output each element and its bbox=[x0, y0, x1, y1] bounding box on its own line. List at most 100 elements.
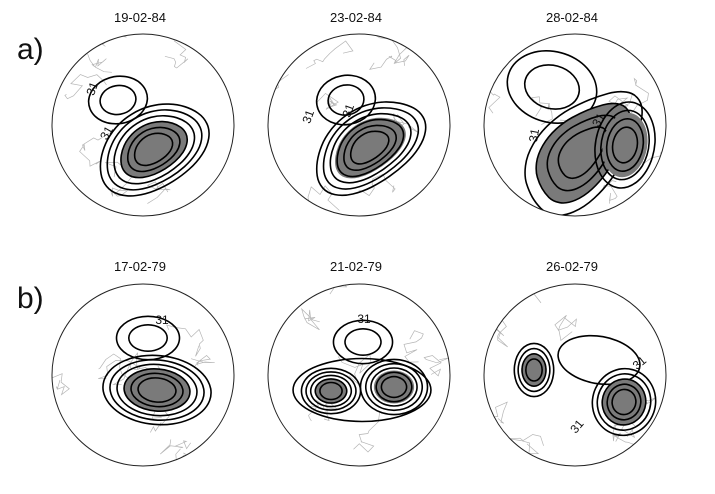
contour-line bbox=[557, 126, 608, 180]
shaded-region bbox=[601, 378, 647, 426]
map-frame bbox=[51, 283, 235, 467]
shaded-region bbox=[536, 103, 631, 203]
contour-line bbox=[130, 372, 184, 408]
contour-line bbox=[120, 120, 189, 179]
contour-line bbox=[375, 371, 413, 403]
contour-line bbox=[596, 373, 652, 431]
contour-line bbox=[305, 371, 357, 411]
map-frame bbox=[51, 33, 235, 217]
coastline bbox=[353, 411, 381, 453]
coastline bbox=[369, 46, 408, 70]
contour-line bbox=[327, 84, 365, 116]
coastline bbox=[308, 398, 339, 422]
contour-line bbox=[611, 126, 639, 164]
contour-label: 31 bbox=[357, 312, 371, 326]
contour-line bbox=[102, 354, 212, 426]
coastline bbox=[316, 92, 339, 111]
shaded-region bbox=[602, 112, 648, 178]
contour-line bbox=[314, 378, 348, 404]
coastline bbox=[79, 133, 109, 167]
contour-line bbox=[606, 383, 642, 421]
coastline bbox=[268, 74, 289, 95]
contour-line bbox=[133, 132, 174, 167]
contour-line bbox=[315, 74, 377, 126]
contour-line bbox=[115, 315, 181, 361]
coastline bbox=[493, 318, 508, 348]
map-a2: 31 31 bbox=[267, 33, 451, 217]
shaded-region bbox=[123, 368, 191, 412]
contour-line bbox=[611, 388, 637, 416]
contour-line bbox=[513, 342, 555, 398]
contour-line bbox=[336, 118, 405, 178]
map-title-a3: 28-02-84 bbox=[545, 10, 599, 25]
contour-line bbox=[523, 64, 581, 110]
contour-label: 31 bbox=[97, 123, 116, 142]
contour-line bbox=[605, 117, 645, 173]
contour-line bbox=[300, 367, 362, 415]
contour-label: 31 bbox=[83, 80, 101, 98]
contour-line bbox=[600, 109, 650, 181]
map-frame bbox=[483, 33, 667, 217]
contour-line bbox=[557, 334, 641, 386]
contour-line bbox=[380, 375, 408, 399]
contour-label: 31 bbox=[589, 110, 608, 129]
contour-line bbox=[332, 319, 394, 365]
contour-line bbox=[594, 101, 656, 189]
map-a3: 31 31 bbox=[483, 33, 667, 217]
coastline bbox=[365, 34, 410, 66]
contour-line bbox=[315, 101, 427, 197]
contour-line bbox=[329, 112, 412, 184]
contour-line bbox=[116, 363, 198, 417]
contour-label: 31 bbox=[299, 108, 317, 126]
contour-label: 31 bbox=[339, 102, 357, 120]
map-frame bbox=[267, 33, 451, 217]
row-label-a: a) bbox=[17, 33, 44, 66]
coastline bbox=[608, 90, 634, 109]
coastline bbox=[269, 205, 301, 216]
coastline bbox=[64, 74, 107, 100]
coastline bbox=[164, 40, 189, 69]
contour-line bbox=[525, 358, 543, 382]
coastline bbox=[159, 439, 191, 455]
contour-line bbox=[517, 347, 551, 393]
map-title-b1: 17-02-79 bbox=[113, 259, 167, 274]
contour-line bbox=[113, 114, 196, 185]
contour-line bbox=[344, 327, 382, 357]
row-label-b: b) bbox=[17, 282, 44, 315]
contour-line bbox=[322, 107, 420, 190]
coastline bbox=[484, 401, 508, 424]
coastline bbox=[403, 330, 424, 363]
map-title-b2: 21-02-79 bbox=[329, 259, 383, 274]
contour-line bbox=[137, 377, 177, 403]
coastline bbox=[423, 355, 450, 377]
contour-line bbox=[591, 367, 657, 437]
contour-line bbox=[309, 374, 353, 408]
map-title-a1: 19-02-84 bbox=[113, 10, 167, 25]
contour-line bbox=[506, 49, 598, 125]
contour-label: 31 bbox=[526, 127, 542, 143]
coastline bbox=[268, 438, 296, 466]
coastline bbox=[87, 53, 112, 73]
shaded-region bbox=[335, 117, 406, 179]
map-frame bbox=[483, 283, 667, 467]
map-a1: 31 31 bbox=[51, 33, 235, 217]
map-b1: 31 bbox=[51, 283, 235, 467]
contour-label: 31 bbox=[155, 313, 169, 327]
map-title-b3: 26-02-79 bbox=[545, 259, 599, 274]
coastline bbox=[52, 373, 70, 396]
contour-line bbox=[349, 130, 390, 165]
contour-line bbox=[99, 84, 137, 116]
contour-line bbox=[128, 323, 168, 353]
contour-line bbox=[126, 126, 181, 173]
coastline bbox=[166, 324, 204, 357]
contour-line bbox=[99, 103, 210, 197]
contour-line bbox=[292, 357, 432, 423]
coastline bbox=[305, 40, 354, 69]
contour-line bbox=[109, 359, 205, 421]
contour-line bbox=[343, 124, 398, 172]
map-background bbox=[268, 284, 450, 466]
shaded-region bbox=[373, 370, 415, 404]
contour-line bbox=[123, 368, 191, 412]
coastline bbox=[191, 355, 215, 367]
